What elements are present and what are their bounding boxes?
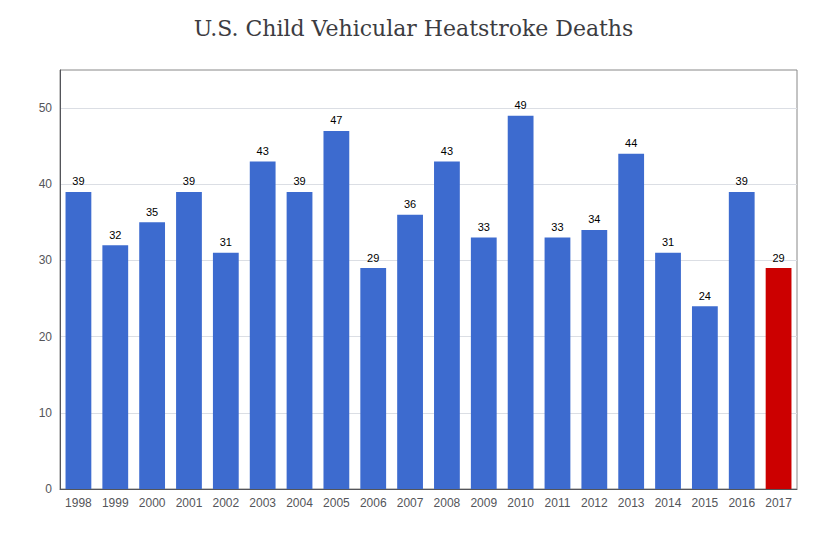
svg-text:29: 29 <box>772 252 784 264</box>
svg-text:43: 43 <box>257 145 269 157</box>
svg-text:2011: 2011 <box>545 496 571 510</box>
svg-text:1999: 1999 <box>102 496 129 510</box>
svg-text:U.S. Child Vehicular Heatstrok: U.S. Child Vehicular Heatstroke Deaths <box>194 16 634 41</box>
svg-text:32: 32 <box>109 229 121 241</box>
svg-text:47: 47 <box>330 114 342 126</box>
svg-text:29: 29 <box>367 252 379 264</box>
svg-text:2017: 2017 <box>765 496 792 510</box>
svg-text:40: 40 <box>39 177 53 191</box>
svg-text:44: 44 <box>625 137 637 149</box>
svg-text:30: 30 <box>39 253 53 267</box>
svg-text:24: 24 <box>699 290 711 302</box>
svg-text:2016: 2016 <box>728 496 755 510</box>
svg-text:2001: 2001 <box>176 496 203 510</box>
svg-text:31: 31 <box>662 236 674 248</box>
svg-text:0: 0 <box>45 482 52 496</box>
svg-text:34: 34 <box>588 213 600 225</box>
svg-text:2007: 2007 <box>397 496 424 510</box>
svg-text:2013: 2013 <box>618 496 645 510</box>
svg-text:2003: 2003 <box>249 496 276 510</box>
svg-text:1998: 1998 <box>65 496 92 510</box>
svg-text:49: 49 <box>515 99 527 111</box>
svg-text:20: 20 <box>39 330 53 344</box>
svg-text:2000: 2000 <box>139 496 166 510</box>
svg-text:2012: 2012 <box>581 496 608 510</box>
svg-text:43: 43 <box>441 145 453 157</box>
svg-text:2014: 2014 <box>655 496 682 510</box>
svg-text:50: 50 <box>39 101 53 115</box>
svg-text:2002: 2002 <box>212 496 239 510</box>
svg-text:2004: 2004 <box>286 496 313 510</box>
svg-text:2010: 2010 <box>507 496 534 510</box>
svg-text:39: 39 <box>72 175 84 187</box>
svg-text:36: 36 <box>404 198 416 210</box>
svg-text:31: 31 <box>220 236 232 248</box>
svg-text:39: 39 <box>293 175 305 187</box>
svg-text:2006: 2006 <box>360 496 387 510</box>
svg-text:35: 35 <box>146 206 158 218</box>
svg-text:39: 39 <box>736 175 748 187</box>
svg-text:33: 33 <box>551 221 563 233</box>
svg-text:33: 33 <box>478 221 490 233</box>
svg-text:2005: 2005 <box>323 496 350 510</box>
svg-text:39: 39 <box>183 175 195 187</box>
svg-text:2015: 2015 <box>692 496 719 510</box>
svg-text:2008: 2008 <box>434 496 461 510</box>
svg-text:10: 10 <box>39 406 53 420</box>
svg-text:2009: 2009 <box>470 496 497 510</box>
